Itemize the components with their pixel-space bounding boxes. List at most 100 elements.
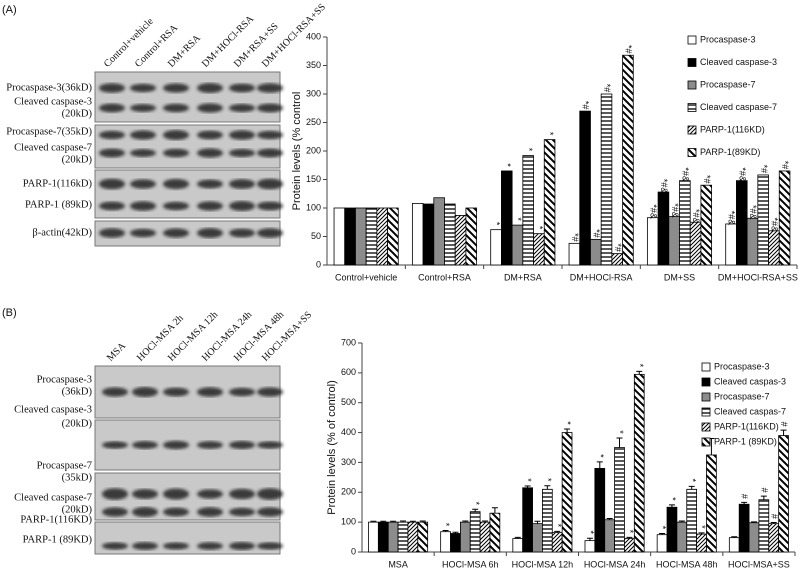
legend-label: Procaspase-3 <box>714 361 770 371</box>
significance-marker: # <box>759 488 769 493</box>
error-bar <box>688 485 695 490</box>
blot-band <box>102 507 128 517</box>
bar <box>440 531 451 553</box>
significance-marker: *#& <box>648 204 658 219</box>
significance-marker: * <box>658 526 668 530</box>
error-bar <box>524 485 531 488</box>
blot-band <box>197 179 223 189</box>
y-tick-label: 700 <box>341 337 356 347</box>
significance-marker: * <box>553 524 563 528</box>
blot-band <box>163 83 189 93</box>
error-bar <box>380 520 387 523</box>
blot-band <box>257 201 283 211</box>
error-bar <box>544 485 551 490</box>
bar <box>696 533 707 553</box>
blot-band <box>257 103 283 113</box>
significance-marker: * <box>523 478 533 482</box>
bar <box>614 447 625 553</box>
significance-marker: * <box>595 454 605 458</box>
blot-band <box>163 387 189 397</box>
y-tick-label: 0 <box>351 546 356 556</box>
blot-band <box>229 228 255 238</box>
x-tick-label: DM+HOCl-RSA <box>570 272 633 282</box>
legend-label: Cleaved caspas-3 <box>714 376 786 386</box>
significance-marker: * <box>543 478 553 482</box>
bar <box>433 197 445 266</box>
legend-swatch <box>701 437 711 447</box>
significance-marker: * <box>492 222 502 226</box>
bar <box>778 435 789 553</box>
legend-swatch <box>687 103 697 112</box>
blot-band <box>102 488 128 500</box>
band-label: (20kD) <box>62 504 93 515</box>
y-tick-label: 50 <box>311 231 321 241</box>
bar <box>355 207 367 266</box>
bar <box>622 54 634 266</box>
significance-marker: *# <box>602 84 612 93</box>
blot-band <box>163 228 189 238</box>
band-label: Cleaved caspase-3 <box>14 96 92 107</box>
blot-band <box>130 83 156 93</box>
band-label: (20kD) <box>62 418 93 429</box>
blot-band <box>163 148 189 158</box>
bar <box>479 521 491 553</box>
legend-label: Cleaved caspase-3 <box>700 57 777 67</box>
x-tick-label: MSA <box>388 559 408 569</box>
blot-band <box>99 148 125 158</box>
legend-label: Procaspase-3 <box>700 34 756 44</box>
bar <box>590 238 602 266</box>
legend-label: Procaspase-7 <box>714 391 770 401</box>
bar <box>633 373 645 553</box>
band-label: Cleaved caspase-7 <box>14 142 92 153</box>
error-bar <box>586 537 593 541</box>
significance-marker: *#& <box>691 209 701 224</box>
bar <box>511 224 524 266</box>
blot-band <box>229 440 255 450</box>
blot-band <box>130 130 156 140</box>
blot-band <box>257 130 283 140</box>
band-label: Procaspase-7(35kD) <box>6 126 92 137</box>
bar <box>387 207 399 266</box>
significance-marker: * <box>625 530 635 534</box>
blot-band <box>197 387 223 397</box>
legend-swatch <box>701 377 711 387</box>
bar <box>454 215 467 266</box>
blot-panel <box>94 124 281 169</box>
blot-band <box>163 440 189 450</box>
significance-marker: *#& <box>659 179 669 194</box>
legend-label: PARP-1(116KD) <box>700 124 765 134</box>
significance-marker: *# <box>591 229 601 238</box>
bar <box>377 521 389 553</box>
bar <box>365 207 378 266</box>
legend-label: PARP-1 (89KD) <box>714 436 777 446</box>
bar <box>748 522 760 553</box>
band-label: PARP-1(116kD) <box>23 178 93 189</box>
blot-band <box>132 387 158 397</box>
blot-band <box>229 387 255 397</box>
error-bar <box>554 530 561 533</box>
bar <box>728 537 740 553</box>
y-axis-label: Protein levels (% of control) <box>326 380 338 515</box>
error-bar <box>472 508 479 512</box>
significance-marker: * <box>513 217 523 221</box>
legend-swatch <box>701 422 711 432</box>
error-bar <box>534 520 541 524</box>
bar <box>686 488 698 553</box>
blot-band <box>257 441 283 449</box>
band-label: (36kD) <box>62 386 93 397</box>
bar <box>736 180 748 266</box>
significance-marker: *#& <box>770 218 780 233</box>
error-bar <box>462 520 469 523</box>
band-label: PARP-1 (89KD) <box>23 534 93 545</box>
blot-band <box>197 148 223 158</box>
significance-marker: *# <box>570 233 580 242</box>
x-tick-label: DM+RSA <box>504 272 542 282</box>
error-bar <box>390 520 397 523</box>
bar <box>676 521 688 553</box>
legend-label: PARP-1(116KD) <box>714 421 779 431</box>
y-tick-label: 500 <box>341 397 356 407</box>
blot-band <box>257 488 283 500</box>
band-label: PARP-1 (89kD) <box>25 199 93 210</box>
error-bar <box>760 495 767 500</box>
legend-swatch <box>701 392 711 402</box>
